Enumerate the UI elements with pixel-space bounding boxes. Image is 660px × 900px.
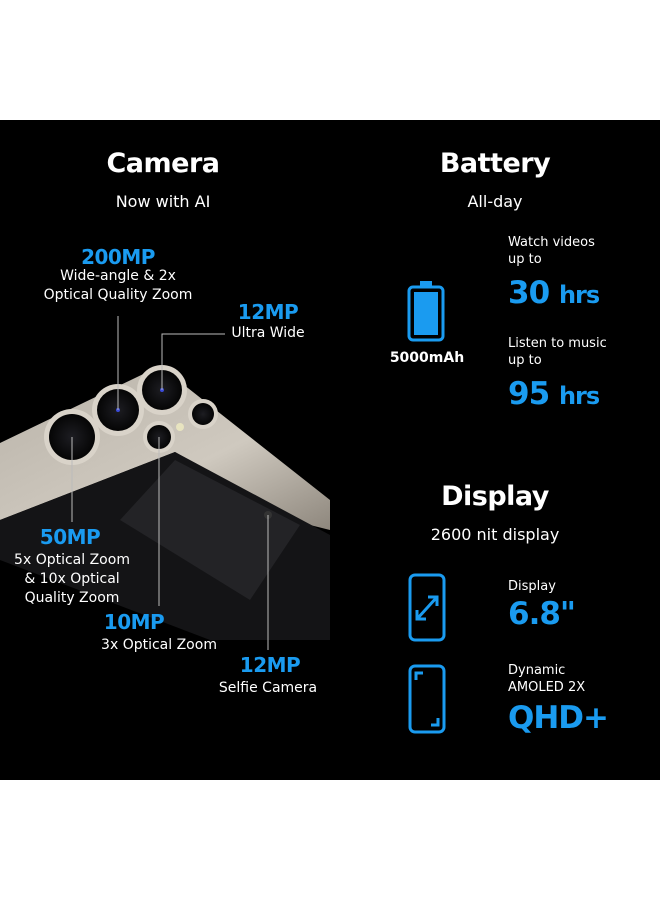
battery-subtitle: All-day [467, 192, 523, 211]
camera-subtitle: Now with AI [115, 192, 211, 211]
display-size-value: 6.8" [508, 596, 576, 632]
display-subtitle: 2600 nit display [430, 525, 560, 544]
spec-panel: Camera Now with AI 200MP Wide-angle & 2x… [0, 120, 660, 780]
camera-title: Camera [106, 148, 220, 179]
spec-desc: Wide-angle & 2x Optical Quality Zoom [43, 268, 193, 303]
spec-desc: Ultra Wide [231, 325, 305, 341]
phone-illustration [0, 281, 446, 734]
video-label: Watch videos up to [508, 235, 595, 267]
callout-lines [71, 316, 269, 650]
music-label: Listen to music up to [508, 336, 607, 368]
spec-desc: Selfie Camera [218, 680, 318, 696]
phone-corners-icon [408, 664, 446, 734]
video-hours: 30 hrs [508, 275, 600, 311]
spec-mp: 200MP [81, 245, 155, 269]
battery-icon [407, 281, 445, 342]
battery-capacity: 5000mAh [389, 350, 465, 366]
battery-title: Battery [439, 148, 551, 179]
spec-desc: 3x Optical Zoom [101, 637, 217, 653]
phone-diagonal-arrow-icon [408, 573, 446, 642]
display-title: Display [441, 481, 549, 512]
spec-mp: 10MP [103, 610, 165, 634]
display-panel-value: QHD+ [508, 700, 609, 736]
spec-mp: 12MP [237, 300, 299, 324]
display-size-label: Display [508, 579, 556, 594]
display-panel-label: Dynamic AMOLED 2X [508, 663, 586, 695]
music-hours: 95 hrs [508, 376, 600, 412]
spec-mp: 12MP [239, 653, 301, 677]
spec-mp: 50MP [39, 525, 101, 549]
spec-desc: 5x Optical Zoom & 10x Optical Quality Zoom [14, 552, 130, 606]
